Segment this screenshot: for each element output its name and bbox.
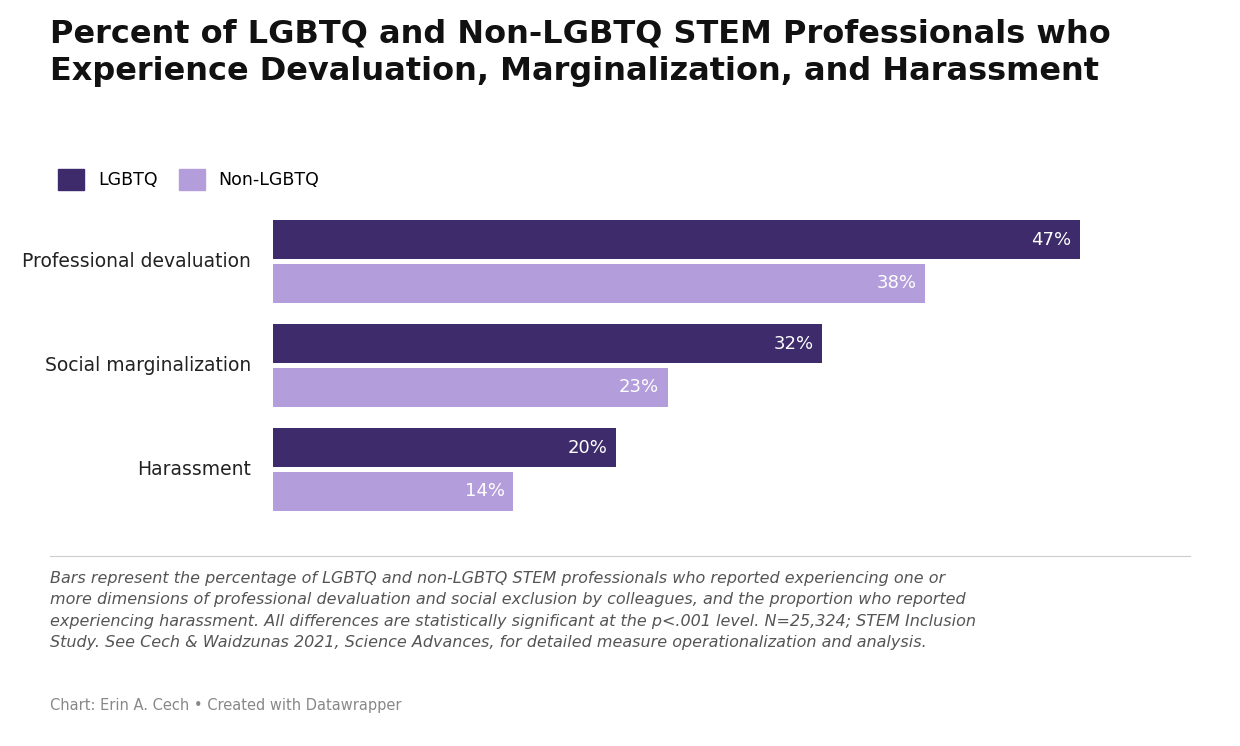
Text: Percent of LGBTQ and Non-LGBTQ STEM Professionals who: Percent of LGBTQ and Non-LGBTQ STEM Prof… <box>50 19 1110 50</box>
Text: 14%: 14% <box>465 483 505 501</box>
Text: 47%: 47% <box>1030 231 1071 248</box>
Text: 23%: 23% <box>619 378 660 396</box>
Text: Chart: Erin A. Cech • Created with Datawrapper: Chart: Erin A. Cech • Created with Dataw… <box>50 698 401 712</box>
Bar <box>273 324 822 363</box>
Bar <box>273 220 1080 260</box>
Bar <box>273 368 667 407</box>
Text: 32%: 32% <box>774 335 813 353</box>
Legend: LGBTQ, Non-LGBTQ: LGBTQ, Non-LGBTQ <box>58 169 320 190</box>
Text: 20%: 20% <box>568 439 608 457</box>
Text: Experience Devaluation, Marginalization, and Harassment: Experience Devaluation, Marginalization,… <box>50 56 1099 87</box>
Text: Bars represent the percentage of LGBTQ and non-LGBTQ STEM professionals who repo: Bars represent the percentage of LGBTQ a… <box>50 571 976 651</box>
Bar <box>273 428 616 468</box>
Bar <box>273 471 513 511</box>
Bar <box>273 263 925 303</box>
Text: 38%: 38% <box>877 275 916 292</box>
